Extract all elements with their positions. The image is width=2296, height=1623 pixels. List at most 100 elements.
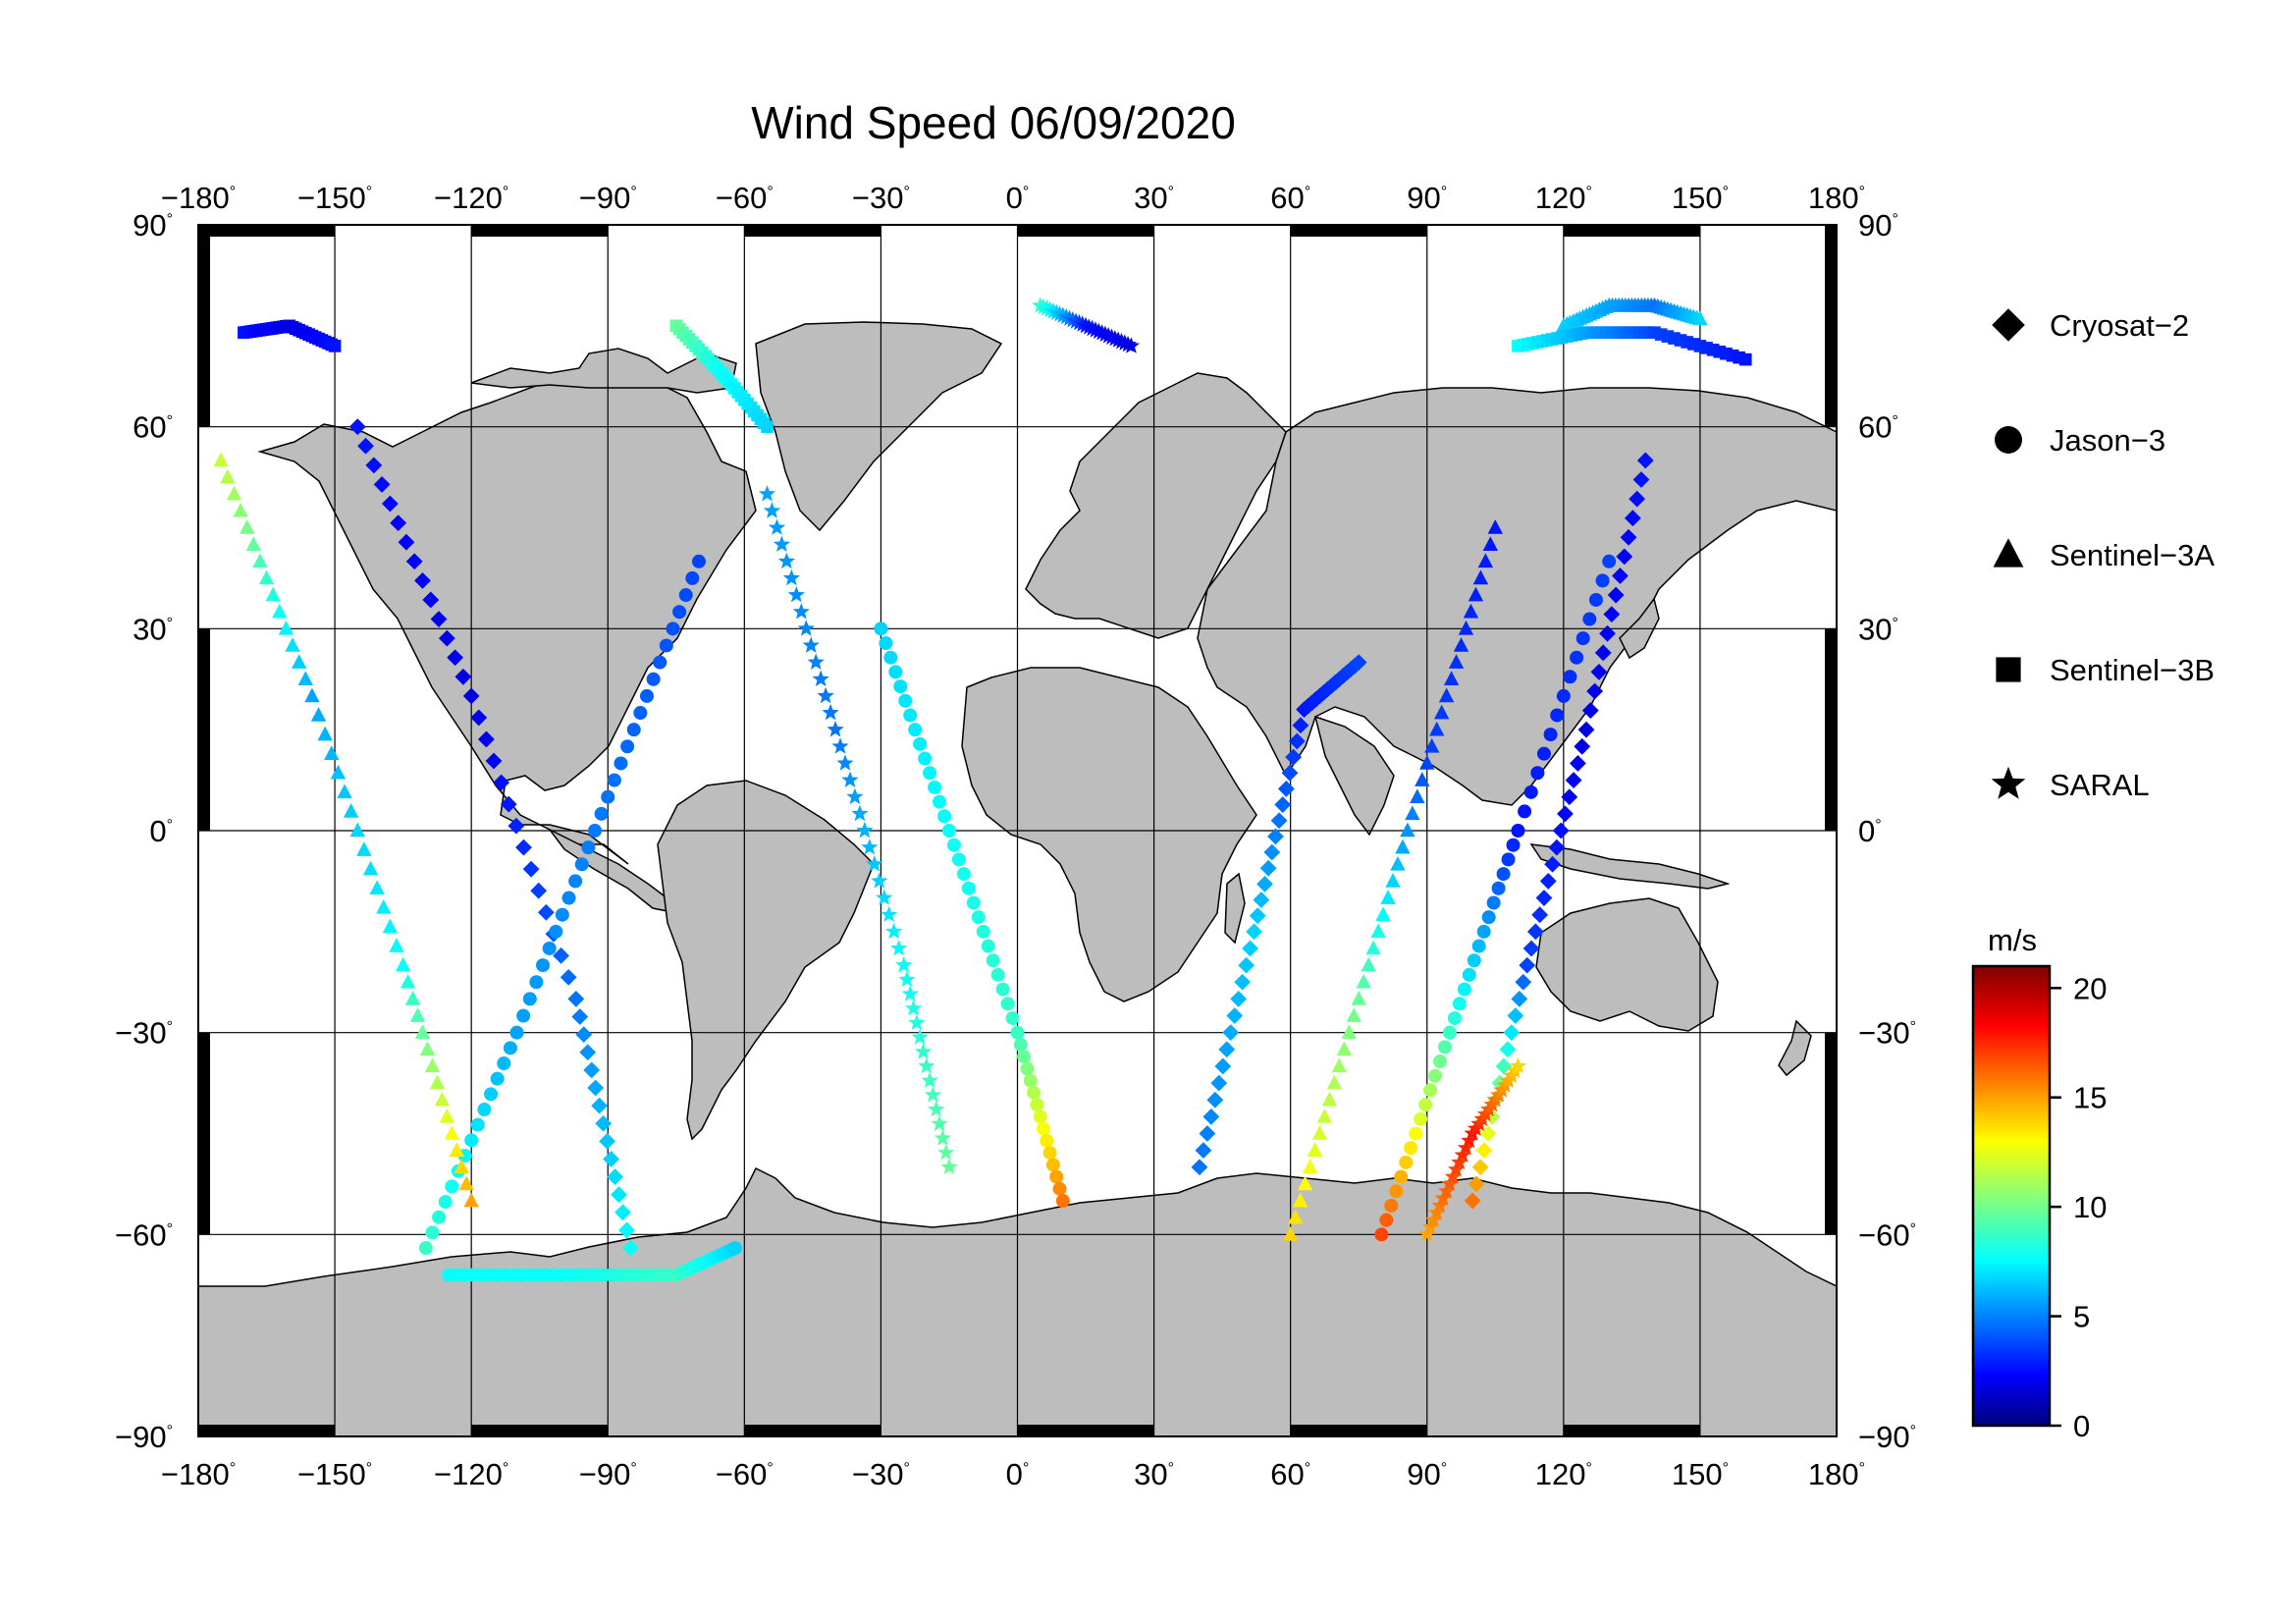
track-point bbox=[579, 1044, 597, 1061]
track-point bbox=[614, 756, 628, 771]
track-point bbox=[817, 686, 834, 704]
frame-band-right bbox=[1825, 1032, 1837, 1235]
track-point bbox=[761, 420, 774, 433]
track-point bbox=[304, 687, 320, 703]
track-point bbox=[1438, 687, 1455, 703]
track-point bbox=[1467, 953, 1481, 968]
track-point bbox=[595, 1114, 613, 1132]
track-point bbox=[220, 468, 236, 484]
track-point bbox=[599, 1132, 615, 1150]
legend-label: SARAL bbox=[2050, 768, 2150, 802]
track-point bbox=[462, 687, 480, 705]
track-point bbox=[395, 956, 411, 972]
track-point bbox=[1356, 973, 1371, 989]
track-point bbox=[1020, 1061, 1035, 1076]
track-point bbox=[881, 905, 898, 923]
circle-legend-marker bbox=[1995, 426, 2022, 454]
track-point bbox=[986, 953, 1000, 968]
track-point bbox=[1277, 780, 1295, 797]
track-point bbox=[879, 636, 893, 651]
frame-band-left bbox=[198, 225, 210, 427]
track-point bbox=[1457, 1139, 1475, 1156]
track-point bbox=[571, 1008, 589, 1025]
track-point bbox=[1415, 772, 1430, 786]
track-point bbox=[898, 693, 913, 708]
track-point bbox=[497, 1056, 511, 1071]
lon-tick-label-top: −90° bbox=[579, 181, 637, 215]
lat-tick-label-right: −30° bbox=[1858, 1016, 1916, 1051]
track-point bbox=[889, 939, 908, 956]
track-point bbox=[484, 1087, 499, 1102]
frame-band-bottom bbox=[744, 1425, 881, 1436]
track-point bbox=[827, 721, 844, 737]
track-point bbox=[1586, 682, 1604, 700]
track-point bbox=[888, 665, 903, 679]
track-point bbox=[626, 723, 641, 737]
track-point bbox=[529, 975, 544, 990]
track-point bbox=[409, 1007, 426, 1022]
track-point bbox=[1437, 1040, 1452, 1055]
track-point bbox=[951, 852, 966, 867]
colorbar-tick-label: 0 bbox=[2073, 1409, 2090, 1443]
track-point bbox=[439, 1108, 455, 1123]
track-point bbox=[1409, 1126, 1423, 1141]
track-point bbox=[1199, 1125, 1216, 1142]
track-point bbox=[846, 787, 864, 805]
track-point bbox=[1246, 923, 1262, 941]
track-point bbox=[995, 982, 1010, 997]
track-point bbox=[522, 992, 537, 1006]
track-point bbox=[1570, 755, 1586, 772]
track-point bbox=[1033, 1109, 1047, 1124]
track-point bbox=[1506, 838, 1521, 852]
track-point bbox=[822, 703, 839, 721]
africa-landmass bbox=[961, 667, 1257, 1002]
track-point bbox=[1462, 967, 1476, 982]
track-point bbox=[923, 766, 937, 781]
lon-tick-label-top: −150° bbox=[297, 181, 372, 215]
track-point bbox=[414, 571, 431, 589]
track-point bbox=[871, 872, 888, 889]
frame-band-left bbox=[198, 628, 210, 831]
track-point bbox=[928, 780, 942, 794]
track-point bbox=[802, 636, 820, 653]
track-point bbox=[1535, 890, 1553, 906]
track-point bbox=[1297, 1175, 1313, 1191]
track-point bbox=[1471, 939, 1486, 953]
track-point bbox=[1536, 746, 1551, 761]
track-point bbox=[1214, 1057, 1232, 1075]
track-point bbox=[1575, 631, 1590, 646]
track-point bbox=[1384, 1198, 1399, 1213]
track-point bbox=[936, 1143, 955, 1161]
track-point bbox=[1017, 1050, 1032, 1064]
track-point bbox=[934, 1129, 951, 1146]
lon-tick-label-top: −120° bbox=[434, 181, 508, 215]
triangle-legend-marker bbox=[1993, 538, 2024, 568]
track-point bbox=[981, 939, 995, 953]
track-point bbox=[1461, 1131, 1478, 1149]
track-point bbox=[901, 985, 919, 1001]
track-point bbox=[618, 1221, 635, 1239]
lon-tick-label-top: 90° bbox=[1407, 181, 1447, 215]
track-point bbox=[477, 1103, 492, 1117]
track-point bbox=[1582, 612, 1597, 626]
lat-tick-label-left: −60° bbox=[115, 1217, 173, 1252]
track-point bbox=[1281, 764, 1299, 782]
track-point bbox=[560, 968, 577, 986]
track-point bbox=[349, 822, 365, 838]
lat-tick-label-left: −90° bbox=[115, 1420, 173, 1454]
track-point bbox=[1447, 1010, 1462, 1025]
track-point bbox=[603, 1151, 619, 1167]
track-point bbox=[1256, 875, 1273, 893]
track-point bbox=[1511, 990, 1528, 1007]
track-point bbox=[1404, 1141, 1418, 1156]
satellite-legend: Cryosat−2 Jason−3 Sentinel−3A Sentinel−3B SA… bbox=[1991, 308, 2215, 802]
colorbar-ticks: 0 5 10 15 20 bbox=[2050, 971, 2107, 1443]
track-point bbox=[1632, 471, 1650, 488]
track-point bbox=[1042, 1146, 1057, 1161]
track-point bbox=[1523, 784, 1538, 799]
axis-tick-labels: −180° −180° −150° −150° −120° −120° −90° −90° −6… bbox=[115, 181, 1916, 1491]
track-point bbox=[1263, 843, 1281, 861]
track-point bbox=[633, 706, 648, 721]
colorbar-tick-label: 10 bbox=[2073, 1190, 2107, 1224]
track-point bbox=[971, 910, 986, 925]
